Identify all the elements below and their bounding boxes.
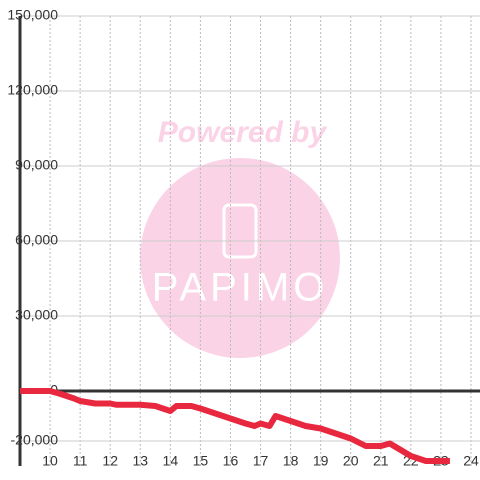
y-tick-label: 60,000	[15, 232, 58, 248]
x-tick-label: 13	[132, 453, 148, 469]
x-tick-label: 14	[163, 453, 179, 469]
x-tick-label: 19	[313, 453, 329, 469]
x-tick-label: 11	[73, 453, 88, 469]
watermark-icon	[222, 203, 258, 259]
x-tick-label: 24	[463, 453, 479, 469]
watermark-text: PAPIMO	[152, 266, 329, 310]
x-tick-label: 21	[373, 453, 389, 469]
y-tick-label: 30,000	[15, 307, 58, 323]
x-tick-label: 16	[223, 453, 239, 469]
x-tick-label: 18	[283, 453, 299, 469]
y-tick-label: 90,000	[15, 157, 58, 173]
y-tick-label: 150,000	[7, 7, 58, 23]
y-tick-label: 120,000	[7, 82, 58, 98]
x-tick-label: 15	[193, 453, 209, 469]
x-tick-label: 12	[102, 453, 118, 469]
x-tick-label: 20	[343, 453, 359, 469]
watermark-text: Powered by	[158, 116, 328, 149]
data-line	[20, 388, 450, 464]
x-tick-label: 10	[42, 453, 58, 469]
y-tick-label: -20,000	[11, 432, 59, 448]
x-tick-label: 17	[253, 453, 269, 469]
